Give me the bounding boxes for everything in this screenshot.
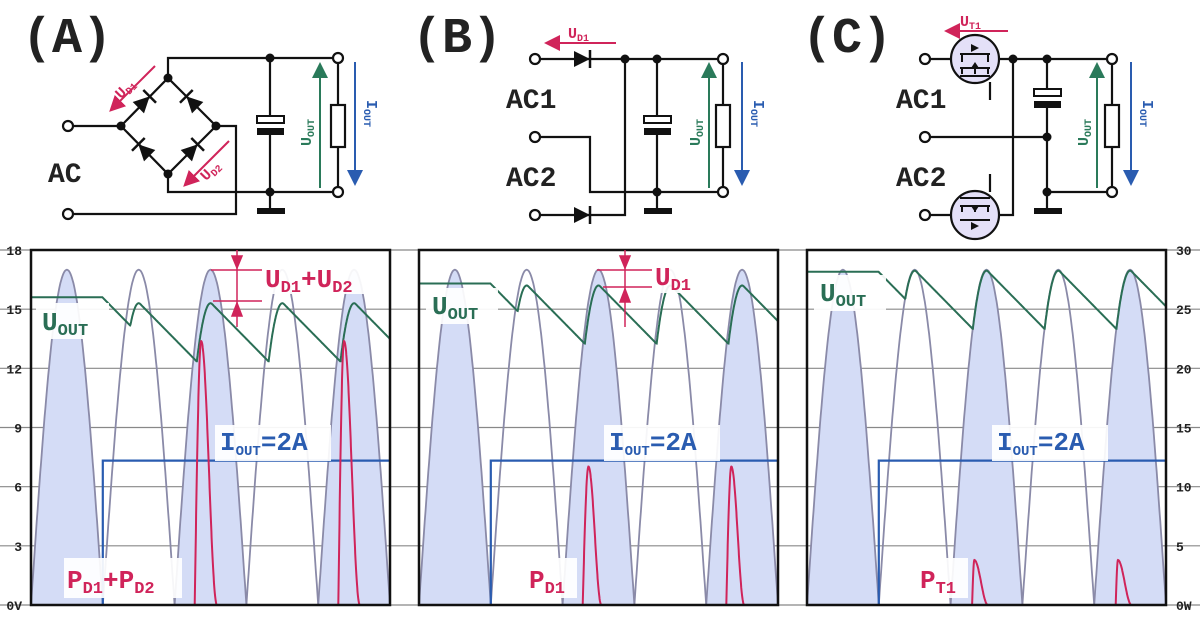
iout-label: IOUT <box>747 100 766 127</box>
sine-halfwave <box>418 268 492 606</box>
right-axis-tick: 25 <box>1176 303 1192 318</box>
right-axis-tick: 0W <box>1176 599 1192 614</box>
ground-icon <box>1034 208 1062 214</box>
left-axis-tick: 6 <box>14 481 22 496</box>
uout-label: UOUT <box>299 119 318 146</box>
panel-title-c: (C) <box>802 11 892 68</box>
capacitor-icon <box>256 115 285 124</box>
ac-terminal <box>61 119 75 133</box>
capacitor-icon <box>1033 88 1062 97</box>
left-axis-tick: 12 <box>6 362 22 377</box>
power-label-c: PT1 <box>920 566 956 599</box>
left-axis-tick: 18 <box>6 244 22 259</box>
sine-halfwave-fill <box>562 269 635 605</box>
iout-label: IOUT <box>360 100 379 127</box>
sine-halfwave-fill <box>419 269 491 605</box>
resistor-icon <box>329 103 347 149</box>
ut1-label: UT1 <box>960 14 981 33</box>
sine-halfwave-fill <box>950 269 1023 605</box>
right-axis-tick: 15 <box>1176 422 1192 437</box>
uout-label: UOUT <box>1076 119 1095 146</box>
diode-icon <box>572 48 592 70</box>
uout-plot-label-b: UOUT <box>432 292 478 325</box>
circuit-c-mosfet-rectifier: (C) UT1 UOUT IOUT AC1 AC2 <box>802 11 1155 241</box>
power-pulse <box>968 558 992 606</box>
resistor-icon <box>1103 103 1121 149</box>
iout-plot-label-c: IOUT=2A <box>997 428 1085 460</box>
diode-icon <box>572 204 592 226</box>
axis-ticks: 18 15 12 9 6 3 0V 30 25 20 15 10 5 0W <box>6 244 1191 614</box>
power-pulse <box>191 340 221 606</box>
ac-label: AC <box>48 160 82 191</box>
ground-icon <box>644 208 672 214</box>
left-axis-tick: 15 <box>6 303 22 318</box>
uout-plot-label-a: UOUT <box>42 308 88 341</box>
sine-halfwave <box>30 268 104 606</box>
power-pulse <box>1112 558 1136 606</box>
plot-frame <box>417 248 780 607</box>
uout-label: UOUT <box>688 119 707 146</box>
uout-trace <box>31 296 391 363</box>
panel-title-a: (A) <box>22 11 112 68</box>
mosfet-t2-icon <box>949 189 1001 241</box>
ac2-label: AC2 <box>506 164 556 195</box>
drop-indicator-a <box>211 250 262 327</box>
uout-trace <box>419 282 779 345</box>
right-axis-tick: 20 <box>1176 362 1192 377</box>
ud1-label: UD1 <box>112 76 140 104</box>
drop-label-a: UD1+UD2 <box>265 265 353 298</box>
sine-halfwave-fill <box>31 269 103 605</box>
resistor-icon <box>714 103 732 149</box>
sine-halfwave-fill <box>706 269 778 605</box>
left-axis-tick: 9 <box>14 422 22 437</box>
right-axis-tick: 30 <box>1176 244 1192 259</box>
mosfet-t1-icon <box>949 33 1001 85</box>
drop-indicator-b <box>597 250 652 327</box>
power-pulse <box>722 465 748 606</box>
circuit-b-center-tap-rectifier: (B) UD1 UOUT IOUT AC1 AC2 <box>412 11 766 226</box>
drop-label-b: UD1 <box>655 263 691 296</box>
circuit-a-bridge-rectifier: (A) UD1 UD2 UOUT IOUT AC <box>22 11 379 221</box>
sine-halfwave-fill <box>318 269 390 605</box>
power-pulse <box>334 339 364 606</box>
power-label-a: PD1+PD2 <box>67 566 155 599</box>
sine-halfwave <box>101 268 176 606</box>
output-terminal <box>331 185 345 199</box>
uout-trace <box>807 269 1167 330</box>
ud2-label: UD2 <box>198 158 226 186</box>
sine-halfwave <box>489 268 564 606</box>
power-pulse <box>579 465 605 606</box>
ac-terminal <box>61 207 75 221</box>
plot-frame <box>29 248 392 607</box>
uout-plot-label-c: UOUT <box>820 279 866 312</box>
right-axis-tick: 5 <box>1176 540 1184 555</box>
iout-plot-label-a: IOUT=2A <box>220 428 308 460</box>
left-axis-tick: 0V <box>6 599 22 614</box>
output-terminal <box>331 51 345 65</box>
sine-halfwave-fill <box>1094 269 1166 605</box>
sine-halfwave <box>806 268 880 606</box>
ac1-label: AC1 <box>506 86 556 117</box>
panel-title-b: (B) <box>412 11 502 68</box>
sine-halfwave-fill <box>807 269 879 605</box>
left-axis-tick: 3 <box>14 540 22 555</box>
right-axis-tick: 10 <box>1176 481 1192 496</box>
plot-frame <box>805 248 1168 607</box>
ud1-label: UD1 <box>568 26 589 45</box>
iout-label: IOUT <box>1136 100 1155 127</box>
ground-icon <box>257 208 285 214</box>
iout-plot-label-b: IOUT=2A <box>609 428 697 460</box>
capacitor-icon <box>643 115 672 124</box>
ac1-label: AC1 <box>896 86 946 117</box>
sine-halfwave-fill <box>174 269 247 605</box>
ac2-label: AC2 <box>896 164 946 195</box>
power-label-b: PD1 <box>529 566 565 599</box>
